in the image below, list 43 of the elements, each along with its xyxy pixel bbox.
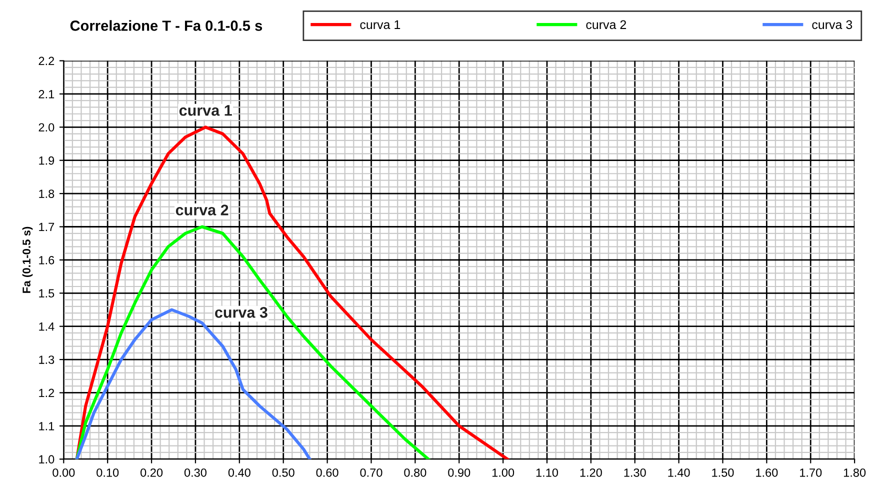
x-tick-label: 1.00	[492, 468, 514, 477]
y-tick-label: 1.2	[39, 388, 54, 398]
x-tick-label: 1.60	[756, 468, 778, 477]
x-tick-label: 0.60	[316, 468, 338, 477]
x-tick-label: 0.50	[272, 468, 294, 477]
y-tick-label: 1.3	[39, 356, 54, 364]
x-tick-label: 1.20	[580, 468, 602, 477]
chart-title: Correlazione T - Fa 0.1-0.5 s	[70, 20, 262, 31]
line-series	[75, 225, 430, 460]
x-tick-label: 1.10	[536, 468, 558, 477]
x-tick-label: 0.20	[140, 468, 163, 477]
y-tick-label: 2.1	[38, 90, 54, 98]
x-tick-label: 1.50	[712, 468, 734, 477]
x-tick-label: 1.30	[624, 468, 646, 477]
annotation: curva 1	[179, 105, 232, 116]
y-tick-label: 1.4	[39, 322, 54, 331]
x-tick-label: 1.70	[800, 468, 822, 477]
y-tick-label: 1.8	[39, 190, 54, 198]
line-series	[75, 308, 312, 460]
x-tick-label: 0.30	[184, 468, 206, 477]
y-tick-label: 1.5	[39, 289, 54, 298]
annotation: curva 3	[215, 307, 268, 318]
y-tick-label: 1.0	[39, 455, 54, 464]
legend-label: curva 3	[812, 20, 852, 30]
y-axis-title: Fa (0.1-0.5 s)	[22, 226, 33, 293]
x-tick-label: 1.80	[844, 468, 866, 477]
y-tick-label: 1.1	[39, 422, 54, 430]
x-tick-label: 0.80	[404, 468, 426, 477]
x-tick-label: 0.40	[228, 468, 250, 477]
x-tick-label: 0.00	[52, 468, 75, 477]
x-tick-label: 0.90	[448, 468, 470, 477]
x-tick-label: 0.70	[360, 468, 382, 477]
y-tick-label: 1.7	[39, 222, 54, 232]
x-tick-label: 1.40	[668, 468, 690, 477]
legend-label: curva 1	[360, 20, 400, 30]
x-tick-label: 0.10	[96, 468, 119, 477]
y-tick-label: 1.6	[39, 256, 54, 264]
annotation: curva 2	[176, 204, 228, 216]
y-tick-label: 2.2	[38, 56, 54, 66]
y-tick-label: 2.0	[38, 123, 54, 132]
line-series	[75, 126, 509, 460]
legend-label: curva 2	[586, 20, 626, 30]
y-tick-label: 1.9	[39, 156, 54, 165]
